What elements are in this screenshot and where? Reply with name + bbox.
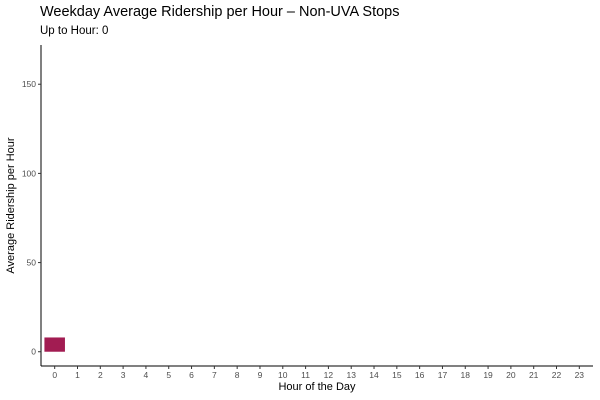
x-tick-label: 17 [438, 370, 448, 380]
x-tick-label: 4 [144, 370, 149, 380]
x-axis-title: Hour of the Day [278, 381, 356, 393]
chart-title: Weekday Average Ridership per Hour – Non… [40, 4, 400, 20]
chart-subtitle: Up to Hour: 0 [40, 25, 109, 37]
x-tick-label: 19 [483, 370, 493, 380]
x-tick-label: 21 [529, 370, 539, 380]
x-tick-label: 13 [346, 370, 356, 380]
x-tick-label: 3 [121, 370, 126, 380]
y-tick-label: 150 [22, 79, 36, 89]
bar-hour-0 [44, 337, 65, 352]
x-tick-label: 16 [415, 370, 425, 380]
x-tick-label: 18 [461, 370, 471, 380]
x-tick-label: 7 [212, 370, 217, 380]
x-tick-label: 12 [324, 370, 334, 380]
x-tick-label: 8 [235, 370, 240, 380]
x-tick-label: 20 [506, 370, 516, 380]
x-tick-label: 10 [278, 370, 288, 380]
y-tick-label: 0 [31, 347, 36, 357]
y-axis-title: Average Ridership per Hour [5, 137, 17, 273]
x-tick-label: 9 [258, 370, 263, 380]
x-tick-label: 23 [575, 370, 585, 380]
x-tick-label: 5 [166, 370, 171, 380]
x-tick-label: 0 [52, 370, 57, 380]
x-tick-label: 14 [369, 370, 379, 380]
x-tick-label: 22 [552, 370, 562, 380]
x-tick-label: 2 [98, 370, 103, 380]
x-tick-label: 6 [189, 370, 194, 380]
x-tick-label: 11 [301, 370, 310, 380]
x-tick-label: 15 [392, 370, 402, 380]
x-tick-label: 1 [75, 370, 80, 380]
y-tick-label: 100 [22, 168, 36, 178]
y-tick-label: 50 [27, 258, 37, 268]
